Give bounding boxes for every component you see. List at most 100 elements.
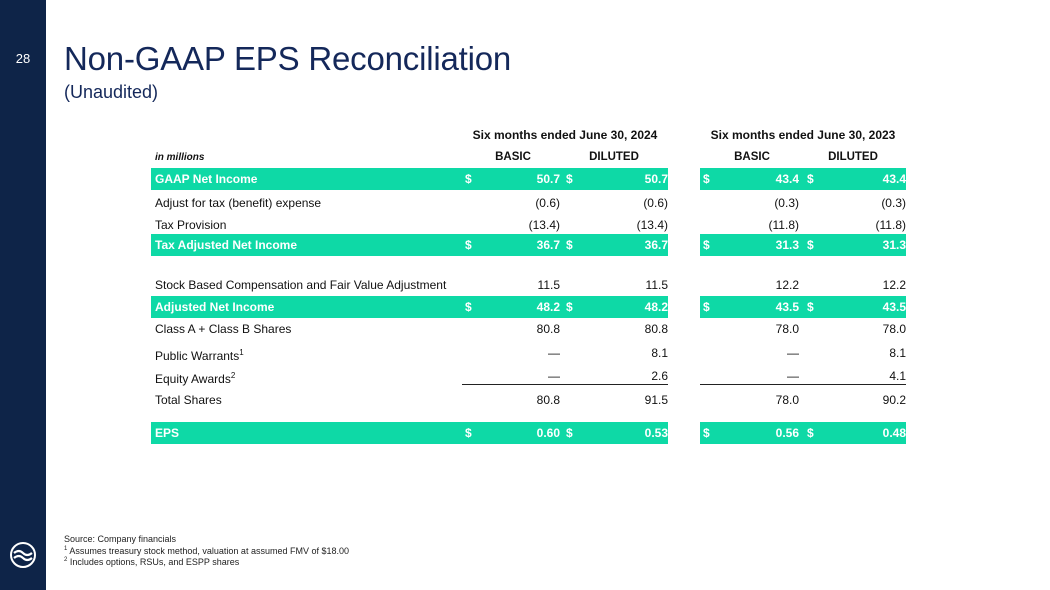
- cell-value: 91.5: [644, 393, 668, 407]
- cell-value: 8.1: [651, 346, 668, 360]
- row-label: EPS: [155, 426, 180, 440]
- column-header-basic-2024: BASIC: [495, 151, 531, 163]
- period-header-2024: Six months ended June 30, 2024: [472, 128, 658, 142]
- cell-value: 50.7: [536, 172, 560, 186]
- currency-symbol: $: [807, 300, 814, 314]
- row-highlight-band: [700, 168, 906, 190]
- currency-symbol: $: [566, 238, 573, 252]
- currency-symbol: $: [465, 238, 472, 252]
- period-header-2023: Six months ended June 30, 2023: [710, 128, 896, 142]
- row-label: GAAP Net Income: [155, 172, 258, 186]
- cell-value: —: [548, 346, 560, 360]
- row-highlight-band: [151, 234, 668, 256]
- cell-value: (11.8): [875, 218, 906, 232]
- cell-value: 8.1: [889, 346, 906, 360]
- currency-symbol: $: [566, 172, 573, 186]
- currency-symbol: $: [807, 426, 814, 440]
- cell-value: —: [548, 369, 560, 383]
- cell-value: 0.60: [536, 426, 560, 440]
- row-highlight-band: [700, 234, 906, 256]
- page-number: 28: [15, 51, 31, 66]
- currency-symbol: $: [465, 300, 472, 314]
- cell-value: (11.8): [768, 218, 799, 232]
- cell-value: —: [787, 369, 799, 383]
- row-label: Adjusted Net Income: [155, 300, 275, 314]
- row-label: Class A + Class B Shares: [155, 322, 292, 336]
- table-row-eps: EPS $0.60 $0.53 $0.56 $0.48: [0, 422, 1050, 444]
- cell-value: 48.2: [644, 300, 668, 314]
- company-logo-icon: [10, 542, 36, 568]
- row-highlight-band: [151, 422, 668, 444]
- column-header-basic-2023: BASIC: [734, 151, 770, 163]
- row-highlight-band: [151, 168, 668, 190]
- cell-value: (13.4): [636, 218, 668, 232]
- cell-value: 4.1: [889, 369, 906, 383]
- currency-symbol: $: [807, 172, 814, 186]
- cell-value: 12.2: [882, 278, 906, 292]
- cell-value: 36.7: [644, 238, 668, 252]
- cell-value: 43.4: [882, 172, 906, 186]
- table-row-stock-based-comp: Stock Based Compensation and Fair Value …: [0, 274, 1050, 296]
- table-row-class-ab-shares: Class A + Class B Shares 80.8 80.8 78.0 78.0: [0, 318, 1050, 340]
- cell-value: —: [787, 346, 799, 360]
- cell-value: (13.4): [528, 218, 560, 232]
- footnote-source: Source: Company financials: [64, 534, 177, 544]
- table-row-tax-provision: Tax Provision (13.4) (13.4) (11.8) (11.8): [0, 214, 1050, 236]
- cell-value: 80.8: [536, 393, 560, 407]
- table-row-adjust-tax: Adjust for tax (benefit) expense (0.6) (0.…: [0, 192, 1050, 214]
- cell-value: (0.6): [643, 196, 668, 210]
- subtotal-underline-2024: [462, 384, 668, 385]
- cell-value: 50.7: [644, 172, 668, 186]
- cell-value: 11.5: [537, 278, 560, 292]
- cell-value: 43.5: [775, 300, 799, 314]
- row-label: Adjust for tax (benefit) expense: [155, 196, 322, 210]
- footnote-2: 2 Includes options, RSUs, and ESPP share…: [64, 557, 240, 567]
- row-label: Public Warrants1: [155, 348, 244, 363]
- cell-value: 0.48: [882, 426, 906, 440]
- table-row-public-warrants: Public Warrants1 — 8.1 — 8.1: [0, 342, 1050, 364]
- cell-value: 43.4: [775, 172, 799, 186]
- table-row-tax-adjusted-net-income: Tax Adjusted Net Income $36.7 $36.7 $31.3 $3…: [0, 234, 1050, 256]
- cell-value: 31.3: [882, 238, 906, 252]
- column-header-diluted-2023: DILUTED: [828, 151, 878, 163]
- currency-symbol: $: [703, 172, 710, 186]
- currency-symbol: $: [465, 426, 472, 440]
- cell-value: 48.2: [536, 300, 560, 314]
- currency-symbol: $: [566, 426, 573, 440]
- row-label: Tax Provision: [155, 218, 227, 232]
- currency-symbol: $: [566, 300, 573, 314]
- row-highlight-band: [700, 422, 906, 444]
- cell-value: 43.5: [882, 300, 906, 314]
- page-subtitle: (Unaudited): [64, 82, 159, 102]
- row-label: Stock Based Compensation and Fair Value …: [155, 278, 447, 292]
- row-label: Equity Awards2: [155, 371, 236, 386]
- cell-value: 31.3: [775, 238, 799, 252]
- cell-value: 36.7: [536, 238, 560, 252]
- currency-symbol: $: [703, 238, 710, 252]
- currency-symbol: $: [807, 238, 814, 252]
- sidebar: [0, 0, 46, 590]
- currency-symbol: $: [703, 426, 710, 440]
- row-label: Total Shares: [155, 393, 222, 407]
- footnote-1: 1 Assumes treasury stock method, valuati…: [64, 546, 349, 556]
- cell-value: 12.2: [775, 278, 799, 292]
- cell-value: 80.8: [536, 322, 560, 336]
- cell-value: 80.8: [644, 322, 668, 336]
- cell-value: (0.6): [535, 196, 560, 210]
- currency-symbol: $: [465, 172, 472, 186]
- subtotal-underline-2023: [700, 384, 906, 385]
- cell-value: 11.5: [645, 278, 668, 292]
- cell-value: 2.6: [651, 369, 668, 383]
- cell-value: 78.0: [775, 393, 799, 407]
- page-title: Non-GAAP EPS Reconciliation: [64, 40, 512, 77]
- cell-value: (0.3): [881, 196, 906, 210]
- row-label: Tax Adjusted Net Income: [155, 238, 298, 252]
- cell-value: 78.0: [775, 322, 799, 336]
- cell-value: 0.56: [775, 426, 799, 440]
- table-row-gaap-net-income: GAAP Net Income $50.7 $50.7 $43.4 $43.4: [0, 168, 1050, 190]
- currency-symbol: $: [703, 300, 710, 314]
- row-highlight-band: [151, 296, 668, 318]
- table-row-total-shares: Total Shares 80.8 91.5 78.0 90.2: [0, 389, 1050, 411]
- table-row-equity-awards: Equity Awards2 — 2.6 — 4.1: [0, 365, 1050, 387]
- column-header-diluted-2024: DILUTED: [589, 151, 639, 163]
